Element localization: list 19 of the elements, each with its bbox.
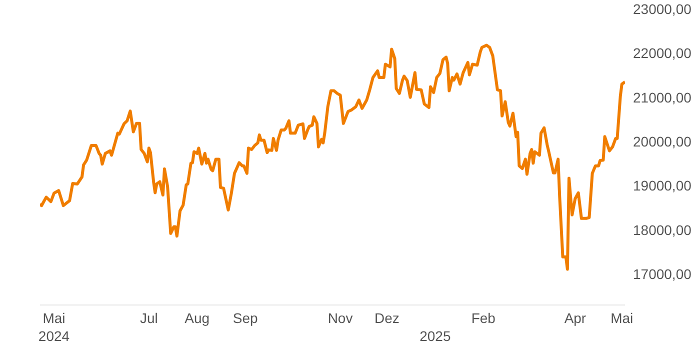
- x-tick-label: Dez: [374, 310, 400, 326]
- y-tick-label: 17000,00: [633, 266, 692, 282]
- x-tick-label: Nov: [328, 310, 353, 326]
- x-tick-label: Mai: [610, 310, 634, 326]
- y-tick-label: 22000,00: [633, 45, 692, 62]
- y-tick-label: 19000,00: [633, 178, 692, 194]
- x-tick-label: Jul: [140, 310, 158, 326]
- x-tick-label: Feb: [471, 310, 496, 326]
- y-tick-label: 21000,00: [633, 89, 692, 106]
- y-tick-label: 23000,00: [633, 0, 692, 17]
- x-tick-label: Mai: [42, 310, 66, 326]
- line-series: [40, 44, 625, 271]
- x-tick-label: Sep: [232, 310, 258, 326]
- y-tick-label: 20000,00: [633, 134, 692, 150]
- y-tick-label: 18000,00: [633, 222, 692, 238]
- x2-tick-label: 2025: [420, 328, 451, 344]
- x-tick-label: Apr: [564, 310, 586, 326]
- x2-tick-label: 2024: [38, 328, 70, 344]
- x-tick-label: Aug: [184, 310, 210, 326]
